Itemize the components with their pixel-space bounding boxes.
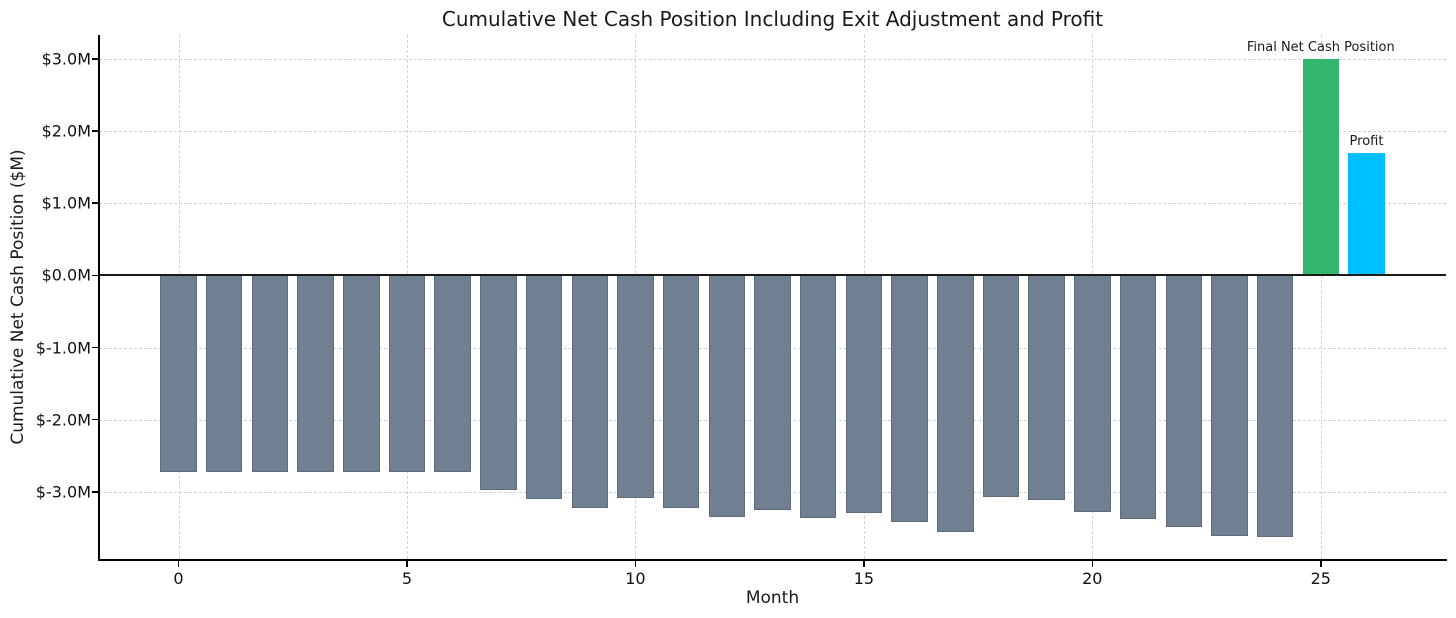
bar-monthly-cumulative-net-cash-month-22 bbox=[1165, 275, 1203, 528]
bar-monthly-cumulative-net-cash-month-13 bbox=[754, 275, 791, 510]
bar-label-final-net-cash-position: Final Net Cash Position bbox=[1246, 39, 1395, 55]
bar-monthly-cumulative-net-cash-month-20 bbox=[1074, 275, 1111, 512]
x-tick-label: 25 bbox=[1310, 569, 1331, 588]
gridline-horizontal bbox=[99, 58, 1446, 60]
y-tick-label: $0.0M bbox=[41, 265, 91, 285]
bar-monthly-cumulative-net-cash-month-3 bbox=[297, 275, 334, 472]
x-tick-label: 5 bbox=[401, 569, 413, 588]
bar-final-net-cash-position-month-25 bbox=[1302, 58, 1340, 276]
gridline-horizontal bbox=[99, 203, 1446, 205]
x-tick bbox=[1091, 561, 1094, 567]
bar-monthly-cumulative-net-cash-month-2 bbox=[251, 275, 289, 472]
bar-monthly-cumulative-net-cash-month-24 bbox=[1256, 275, 1294, 537]
gridline-vertical bbox=[1320, 35, 1322, 559]
bar-monthly-cumulative-net-cash-month-19 bbox=[1028, 275, 1065, 501]
x-tick-label: 10 bbox=[625, 569, 646, 588]
bar-monthly-cumulative-net-cash-month-17 bbox=[937, 275, 974, 533]
bar-profit-month-26 bbox=[1348, 152, 1385, 276]
x-axis-label: Month bbox=[745, 588, 800, 608]
bar-monthly-cumulative-net-cash-month-21 bbox=[1119, 275, 1157, 520]
bar-monthly-cumulative-net-cash-month-6 bbox=[434, 275, 471, 472]
bar-monthly-cumulative-net-cash-month-23 bbox=[1211, 275, 1248, 536]
y-tick-label: $2.0M bbox=[41, 121, 91, 141]
y-tick bbox=[92, 491, 98, 493]
bar-monthly-cumulative-net-cash-month-0 bbox=[160, 275, 197, 472]
bar-monthly-cumulative-net-cash-month-4 bbox=[343, 275, 380, 472]
bar-monthly-cumulative-net-cash-month-8 bbox=[525, 275, 563, 499]
x-tick-label: 20 bbox=[1082, 569, 1103, 588]
bar-monthly-cumulative-net-cash-month-16 bbox=[891, 275, 928, 523]
y-tick bbox=[92, 418, 98, 421]
bar-label-profit: Profit bbox=[1349, 133, 1384, 149]
y-tick-label: $1.0M bbox=[41, 193, 91, 213]
bar-monthly-cumulative-net-cash-month-9 bbox=[571, 275, 609, 508]
bar-monthly-cumulative-net-cash-month-18 bbox=[982, 275, 1020, 497]
bar-monthly-cumulative-net-cash-month-7 bbox=[480, 275, 517, 490]
x-tick bbox=[863, 561, 865, 567]
x-tick bbox=[634, 561, 637, 567]
x-tick bbox=[406, 561, 408, 567]
y-tick bbox=[92, 58, 98, 60]
bar-monthly-cumulative-net-cash-month-1 bbox=[205, 275, 243, 472]
y-tick-label: $-3.0M bbox=[35, 482, 91, 502]
bar-monthly-cumulative-net-cash-month-12 bbox=[708, 275, 746, 518]
chart-title: Cumulative Net Cash Position Including E… bbox=[441, 7, 1104, 31]
gridline-horizontal bbox=[99, 131, 1446, 132]
y-tick bbox=[92, 346, 98, 349]
x-tick-label: 0 bbox=[173, 569, 184, 588]
y-tick-label: $3.0M bbox=[41, 49, 91, 69]
y-axis-spine bbox=[98, 35, 100, 561]
y-tick-label: $-1.0M bbox=[35, 338, 91, 357]
bar-monthly-cumulative-net-cash-month-5 bbox=[388, 275, 426, 472]
y-tick bbox=[92, 130, 98, 132]
bar-monthly-cumulative-net-cash-month-10 bbox=[617, 275, 654, 498]
zero-axis-line bbox=[99, 274, 1446, 277]
y-tick bbox=[92, 274, 98, 277]
bar-monthly-cumulative-net-cash-month-15 bbox=[845, 275, 883, 514]
y-tick bbox=[92, 202, 98, 204]
bar-monthly-cumulative-net-cash-month-14 bbox=[799, 275, 837, 519]
x-tick bbox=[1320, 561, 1322, 567]
x-tick bbox=[177, 561, 180, 567]
x-axis-spine bbox=[98, 559, 1447, 561]
y-tick-label: $-2.0M bbox=[35, 410, 91, 430]
bar-monthly-cumulative-net-cash-month-11 bbox=[662, 275, 700, 508]
x-tick-label: 15 bbox=[853, 569, 875, 588]
